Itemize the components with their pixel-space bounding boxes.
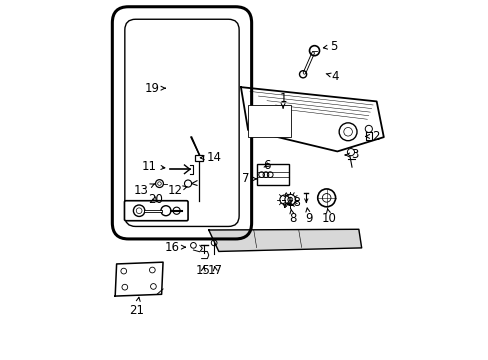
- Text: 10: 10: [322, 209, 336, 225]
- Bar: [257, 164, 288, 185]
- Text: 15: 15: [196, 264, 210, 276]
- Text: 8: 8: [288, 209, 296, 225]
- Bar: [195, 155, 203, 161]
- Text: 17: 17: [207, 264, 222, 276]
- Text: 19: 19: [144, 82, 165, 95]
- Text: 11: 11: [142, 160, 164, 173]
- FancyBboxPatch shape: [124, 201, 188, 221]
- Text: 7: 7: [242, 172, 256, 185]
- Text: 3: 3: [345, 148, 358, 162]
- Text: 16: 16: [164, 240, 185, 254]
- Text: 13: 13: [134, 184, 154, 197]
- Bar: [247, 105, 290, 137]
- Text: 1: 1: [279, 92, 286, 108]
- Text: 12: 12: [167, 184, 186, 197]
- Text: 6: 6: [262, 159, 270, 172]
- Polygon shape: [115, 262, 163, 296]
- Text: 4: 4: [325, 70, 339, 83]
- Text: 2: 2: [365, 130, 379, 143]
- Text: 20: 20: [147, 193, 163, 206]
- Text: 9: 9: [305, 208, 312, 225]
- Text: 5: 5: [323, 40, 337, 53]
- Text: 21: 21: [129, 297, 144, 317]
- Polygon shape: [208, 229, 361, 251]
- Text: 14: 14: [200, 151, 222, 164]
- Text: 18: 18: [286, 196, 301, 209]
